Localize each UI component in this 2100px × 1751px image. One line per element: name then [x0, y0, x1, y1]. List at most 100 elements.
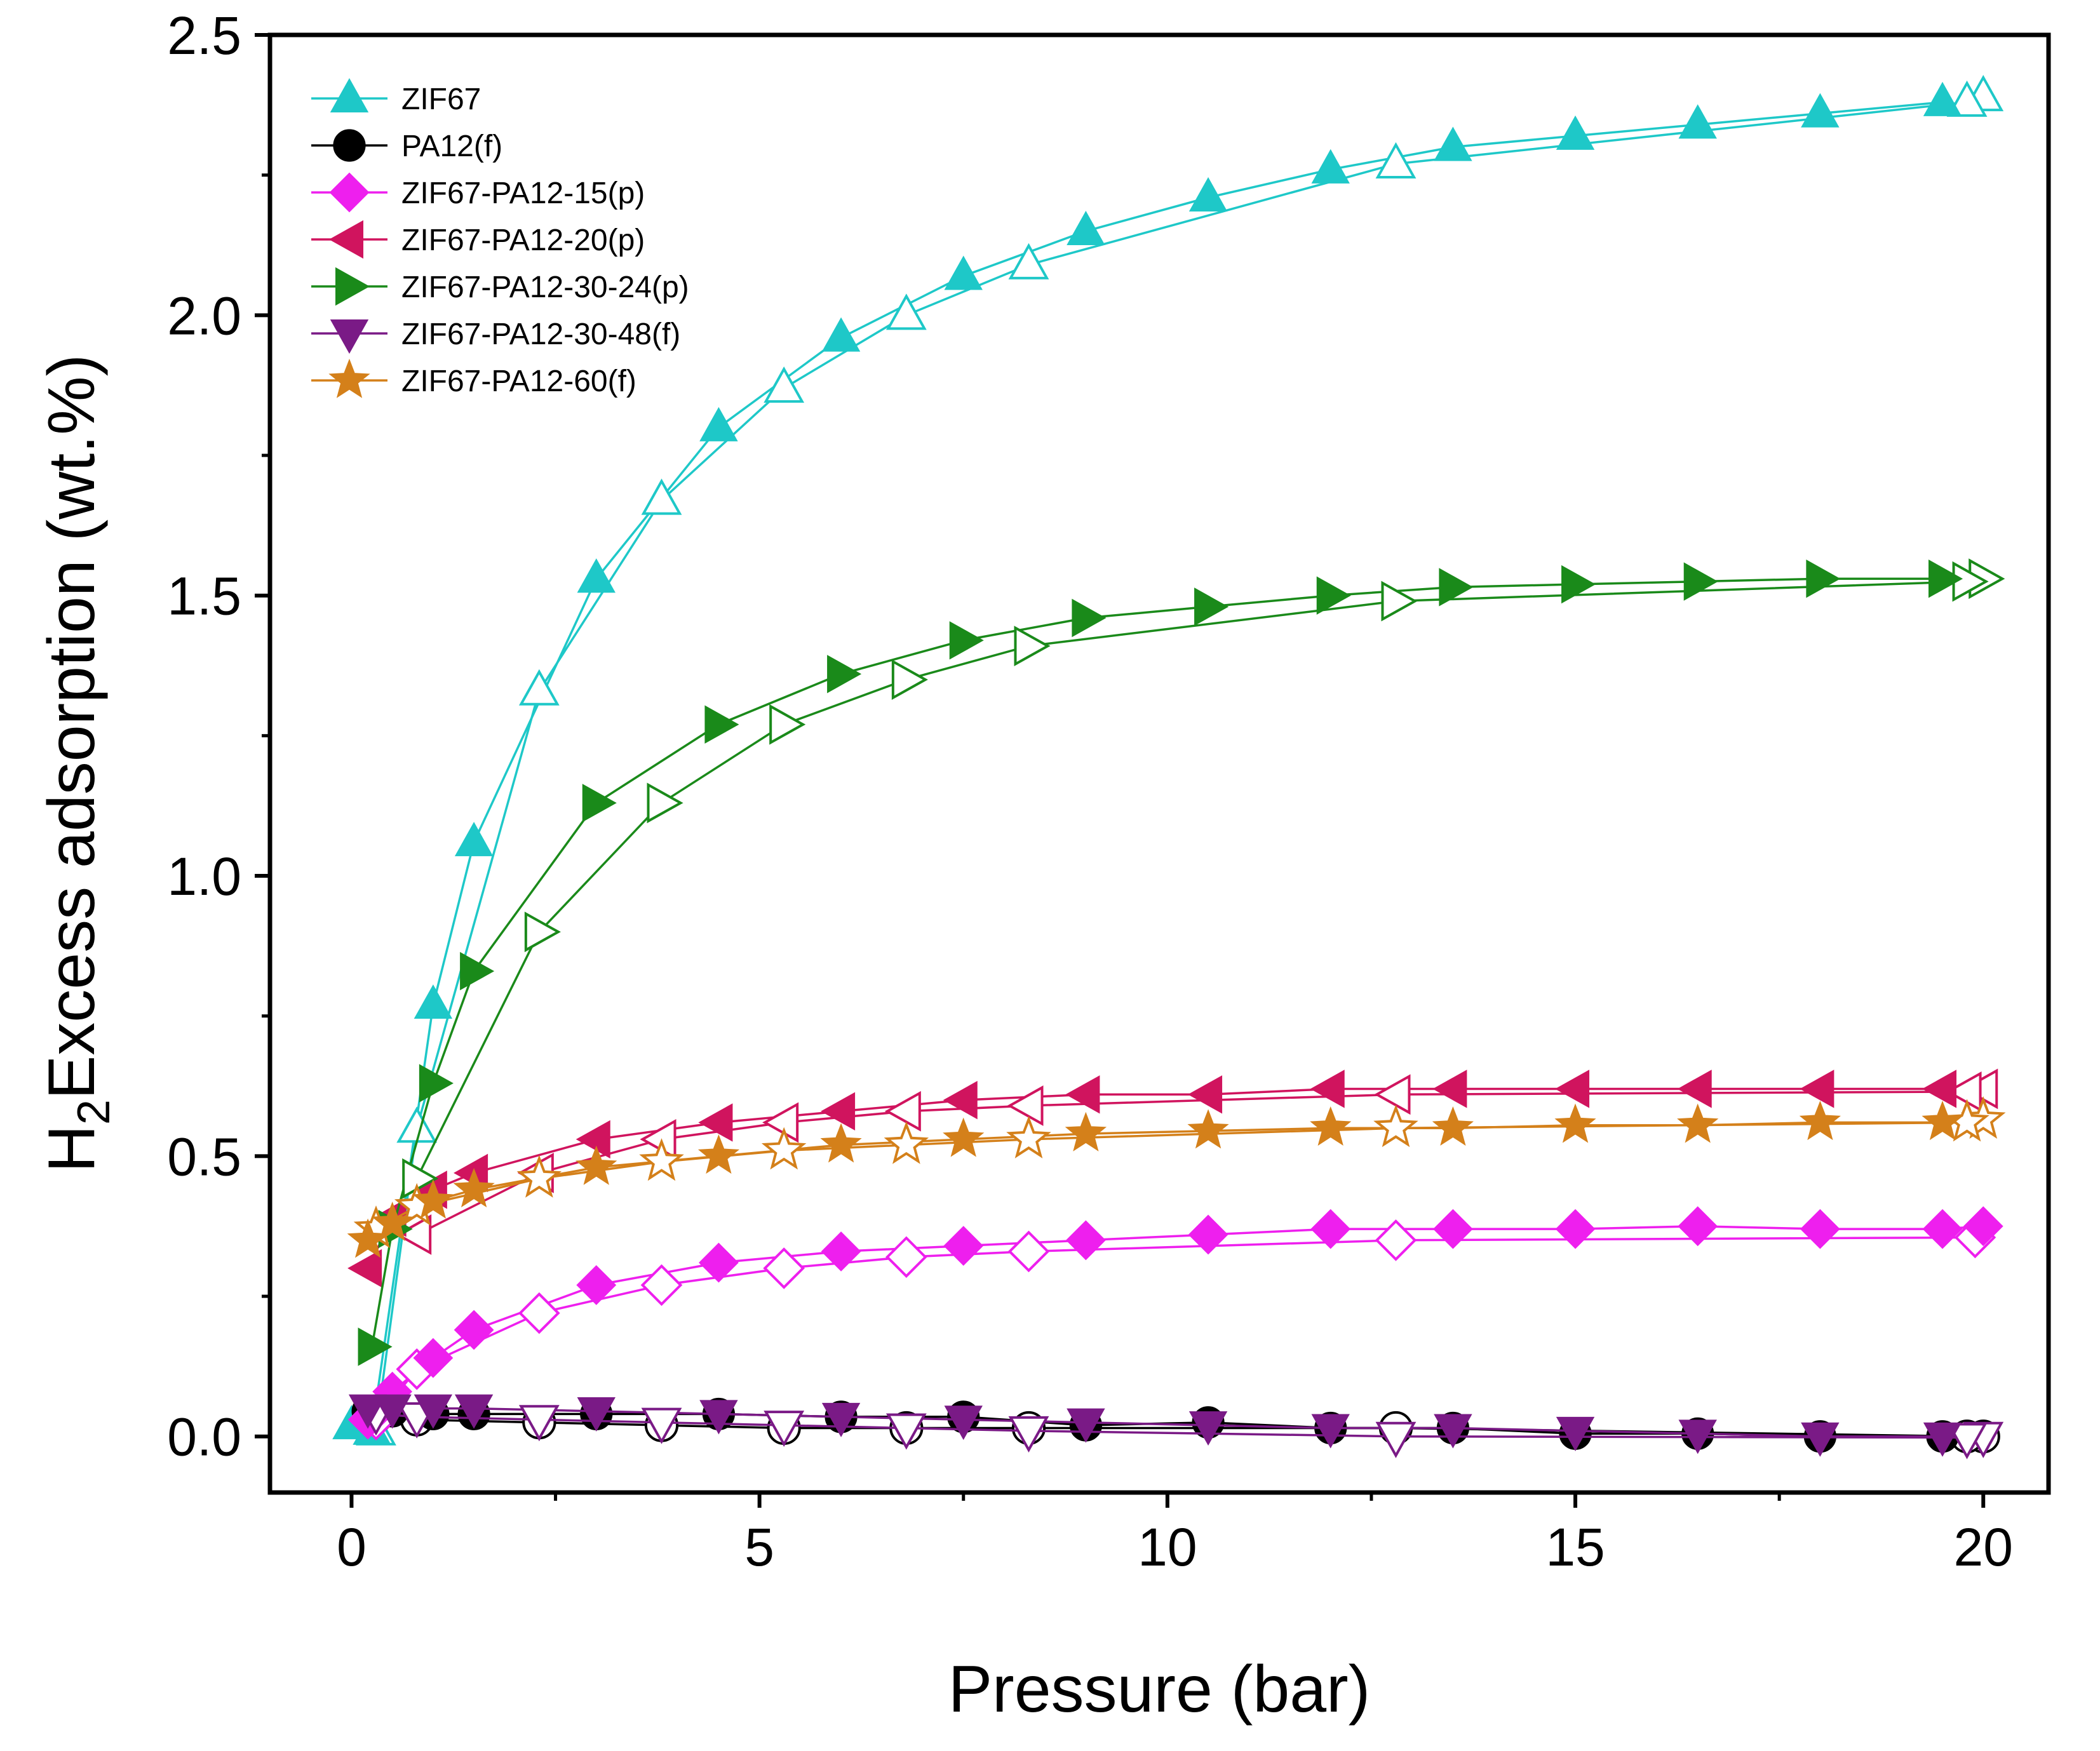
zif67-pa12-15-p-adsorption-point	[699, 1242, 739, 1283]
zif67-pa12-30-24-p-adsorption-point	[949, 621, 984, 660]
plot-frame	[267, 32, 2051, 1495]
zif67-pa12-15-p-adsorption-point	[1922, 1209, 1963, 1249]
legend-marker	[328, 220, 363, 259]
zif67-desorption-point	[1946, 80, 1988, 117]
zif67-pa12-30-48-f-adsorption-point	[454, 1394, 494, 1429]
zif67-pa12-15-p-adsorption-point	[1188, 1214, 1228, 1255]
zif67-pa12-15-p-desorption-point	[518, 1292, 560, 1334]
zif67-pa12-30-24-p-desorption-point	[1381, 580, 1418, 622]
legend-entry-zif67-pa12-60-f: ZIF67-PA12-60(f)	[311, 358, 636, 398]
zif67-pa12-30-24-p-adsorption-point	[358, 1327, 393, 1366]
zif67-adsorption-point	[821, 317, 861, 352]
zif67-pa12-60-f-adsorption-point	[1799, 1101, 1841, 1141]
zif67-pa12-20-p-desorption-point	[884, 1090, 921, 1132]
zif67-pa12-15-p-adsorption-point	[454, 1310, 494, 1350]
legend-label: ZIF67-PA12-20(p)	[401, 224, 645, 257]
zif67-desorption-point	[1008, 243, 1049, 279]
zif67-pa12-30-48-f-desorption-point	[1375, 1421, 1417, 1458]
zif67-pa12-30-48-f-adsorption-point	[699, 1400, 738, 1435]
zif67-pa12-30-48-f-adsorption-point	[1434, 1414, 1472, 1449]
zif67-pa12-20-p-desorption-point	[1007, 1085, 1044, 1126]
zif67-adsorption-point	[454, 822, 494, 857]
y-axis-title-subscript: 2	[69, 1099, 119, 1125]
legend-marker	[330, 77, 369, 112]
x-tick-label: 20	[1954, 1517, 2013, 1577]
zif67-adsorption-point	[1434, 126, 1472, 161]
y-axis-title-prefix: H	[35, 1125, 109, 1172]
zif67-pa12-20-p-desorption-point	[395, 1214, 432, 1255]
zif67-pa12-60-f-adsorption-point	[1554, 1103, 1596, 1143]
zif67-pa12-15-p-adsorption-point	[1555, 1209, 1596, 1249]
zif67-pa12-60-f-desorption-point	[516, 1155, 562, 1198]
zif67-pa12-60-f-adsorption-point	[1677, 1103, 1719, 1143]
zif67-pa12-15-p-adsorption-point	[1800, 1209, 1840, 1249]
legend-marker	[330, 319, 369, 354]
zif67-pa12-30-24-p-desorption-point	[1014, 626, 1051, 667]
zif67-pa12-30-48-f-adsorption-point	[1188, 1411, 1228, 1446]
zif67-pa12-60-f-desorption-point	[1373, 1104, 1418, 1148]
zif67-pa12-30-24-p-adsorption-point	[1194, 587, 1229, 626]
zif67-adsorption-point	[1311, 149, 1350, 184]
zif67-pa12-30-48-f-adsorption-point	[348, 1394, 387, 1429]
zif67-pa12-20-p-adsorption-point	[821, 1092, 856, 1130]
zif67-pa12-60-f-desorption-point	[884, 1121, 929, 1164]
y-tick-label: 1.5	[167, 567, 241, 626]
legend-entry-pa12-f: PA12(f)	[311, 129, 502, 163]
zif67-pa12-15-p-adsorption-point	[1678, 1206, 1718, 1247]
zif67-pa12-30-24-p-adsorption-line	[370, 577, 1942, 1347]
y-tick-label: 2.0	[167, 286, 241, 346]
legend-label: ZIF67-PA12-60(f)	[401, 365, 636, 398]
zif67-pa12-15-p-adsorption-point	[1310, 1209, 1351, 1249]
zif67-pa12-30-48-f-adsorption-point	[1556, 1416, 1595, 1451]
x-tick-label: 15	[1545, 1517, 1605, 1577]
zif67-pa12-20-p-adsorption-point	[347, 1249, 382, 1288]
zif67-adsorption-point	[1801, 93, 1840, 128]
zif67-pa12-15-p-desorption-point	[763, 1247, 805, 1289]
zif67-pa12-30-48-f-desorption-point	[1946, 1423, 1988, 1459]
zif67-pa12-60-f-adsorption-point	[697, 1134, 740, 1174]
zif67-pa12-60-f-adsorption-point	[372, 1202, 414, 1242]
zif67-pa12-20-p-adsorption-point	[1432, 1070, 1467, 1108]
zif67-pa12-30-24-p-desorption-point	[524, 911, 561, 953]
zif67-pa12-60-f-adsorption-point	[820, 1123, 862, 1163]
legend-label: ZIF67-PA12-30-48(f)	[401, 318, 680, 351]
zif67-desorption-point	[518, 669, 560, 706]
zif67-pa12-30-24-p-adsorption-point	[1316, 576, 1351, 615]
y-tick-label: 1.0	[167, 847, 241, 906]
zif67-pa12-20-p-adsorption-point	[575, 1120, 610, 1159]
series-zif67-pa12-30-48-f	[348, 1394, 2004, 1459]
zif67-pa12-20-p-adsorption-point	[698, 1103, 733, 1142]
legend-marker	[329, 172, 370, 213]
zif67-pa12-30-24-p-adsorption-point	[1683, 562, 1718, 601]
y-tick-label: 0.5	[167, 1127, 241, 1186]
zif67-pa12-15-p-adsorption-point	[821, 1231, 861, 1271]
zif67-pa12-30-24-p-desorption-point	[402, 1158, 439, 1199]
zif67-pa12-20-p-adsorption-point	[1554, 1070, 1590, 1108]
series-zif67-pa12-20-p	[347, 1068, 1998, 1288]
zif67-pa12-20-p-adsorption-point	[1922, 1070, 1957, 1108]
legend-label: ZIF67	[401, 83, 481, 116]
zif67-pa12-30-48-f-adsorption-point	[577, 1397, 616, 1432]
zif67-adsorption-point	[1188, 177, 1228, 211]
zif67-pa12-20-p-adsorption-point	[1310, 1070, 1345, 1108]
zif67-pa12-30-24-p-adsorption-point	[582, 784, 617, 822]
zif67-adsorption-point	[944, 255, 983, 290]
zif67-pa12-30-24-p-adsorption-point	[1072, 598, 1107, 638]
legend-entry-zif67-pa12-20-p: ZIF67-PA12-20(p)	[311, 220, 645, 259]
zif67-pa12-30-24-p-adsorption-point	[704, 705, 739, 744]
zif67-pa12-30-48-f-adsorption-point	[821, 1402, 861, 1437]
zif67-pa12-30-48-f-desorption-point	[641, 1407, 682, 1444]
zif67-adsorption-point	[1678, 104, 1717, 139]
zif67-pa12-30-48-f-desorption-point	[885, 1413, 927, 1450]
series-zif67-pa12-60-f	[347, 1096, 2006, 1258]
zif67-pa12-30-24-p-adsorption-point	[1928, 560, 1963, 598]
zif67-pa12-60-f-adsorption-point	[1065, 1111, 1107, 1151]
zif67-pa12-30-48-f-adsorption-point	[1923, 1422, 1962, 1457]
zif67-pa12-15-p-adsorption-point	[1432, 1209, 1473, 1249]
zif67-pa12-15-p-adsorption-point	[413, 1338, 454, 1378]
zif67-pa12-30-48-f-adsorption-point	[944, 1405, 983, 1440]
x-tick-label: 5	[744, 1517, 774, 1577]
zif67-desorption-point	[641, 478, 682, 515]
zif67-pa12-60-f-adsorption-point	[575, 1145, 617, 1185]
